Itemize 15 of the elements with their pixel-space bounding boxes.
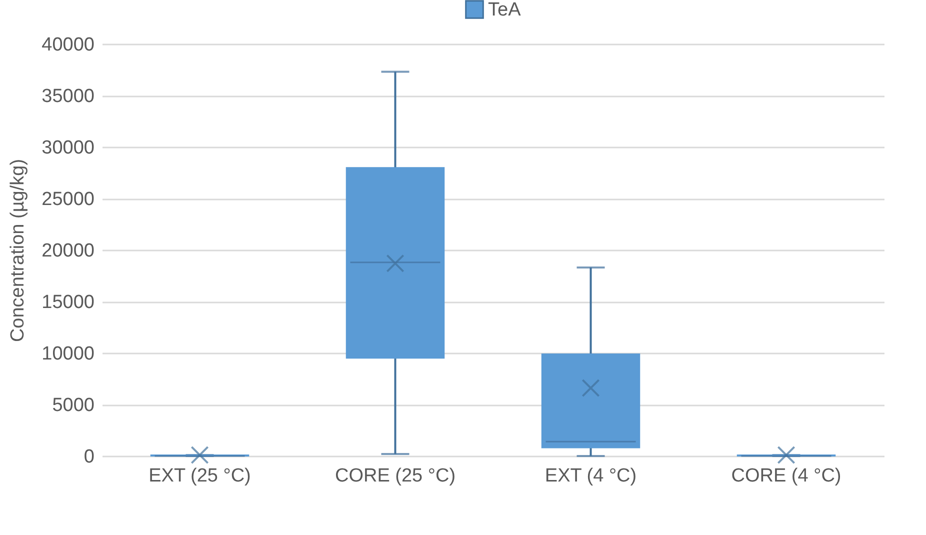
- y-tick-label: 0: [84, 446, 94, 468]
- y-tick-label: 5000: [52, 395, 94, 416]
- y-tick-label: 40000: [42, 34, 94, 56]
- legend-label: TeA: [488, 0, 522, 20]
- y-tick-label: 20000: [42, 240, 94, 262]
- x-tick-label: EXT (4 °C): [544, 466, 637, 486]
- y-tick-label: 35000: [42, 86, 94, 107]
- y-tick-label: 30000: [42, 138, 94, 158]
- x-tick-label: CORE (4 °C): [731, 466, 842, 486]
- y-axis-title: Concentration (µg/kg): [8, 158, 29, 342]
- y-tick-label: 15000: [42, 292, 94, 313]
- y-tick-label: 25000: [42, 189, 94, 210]
- x-tick-label: CORE (25 °C): [334, 466, 456, 486]
- x-tick-label: EXT (25 °C): [148, 466, 251, 486]
- y-tick-label: 10000: [42, 344, 94, 364]
